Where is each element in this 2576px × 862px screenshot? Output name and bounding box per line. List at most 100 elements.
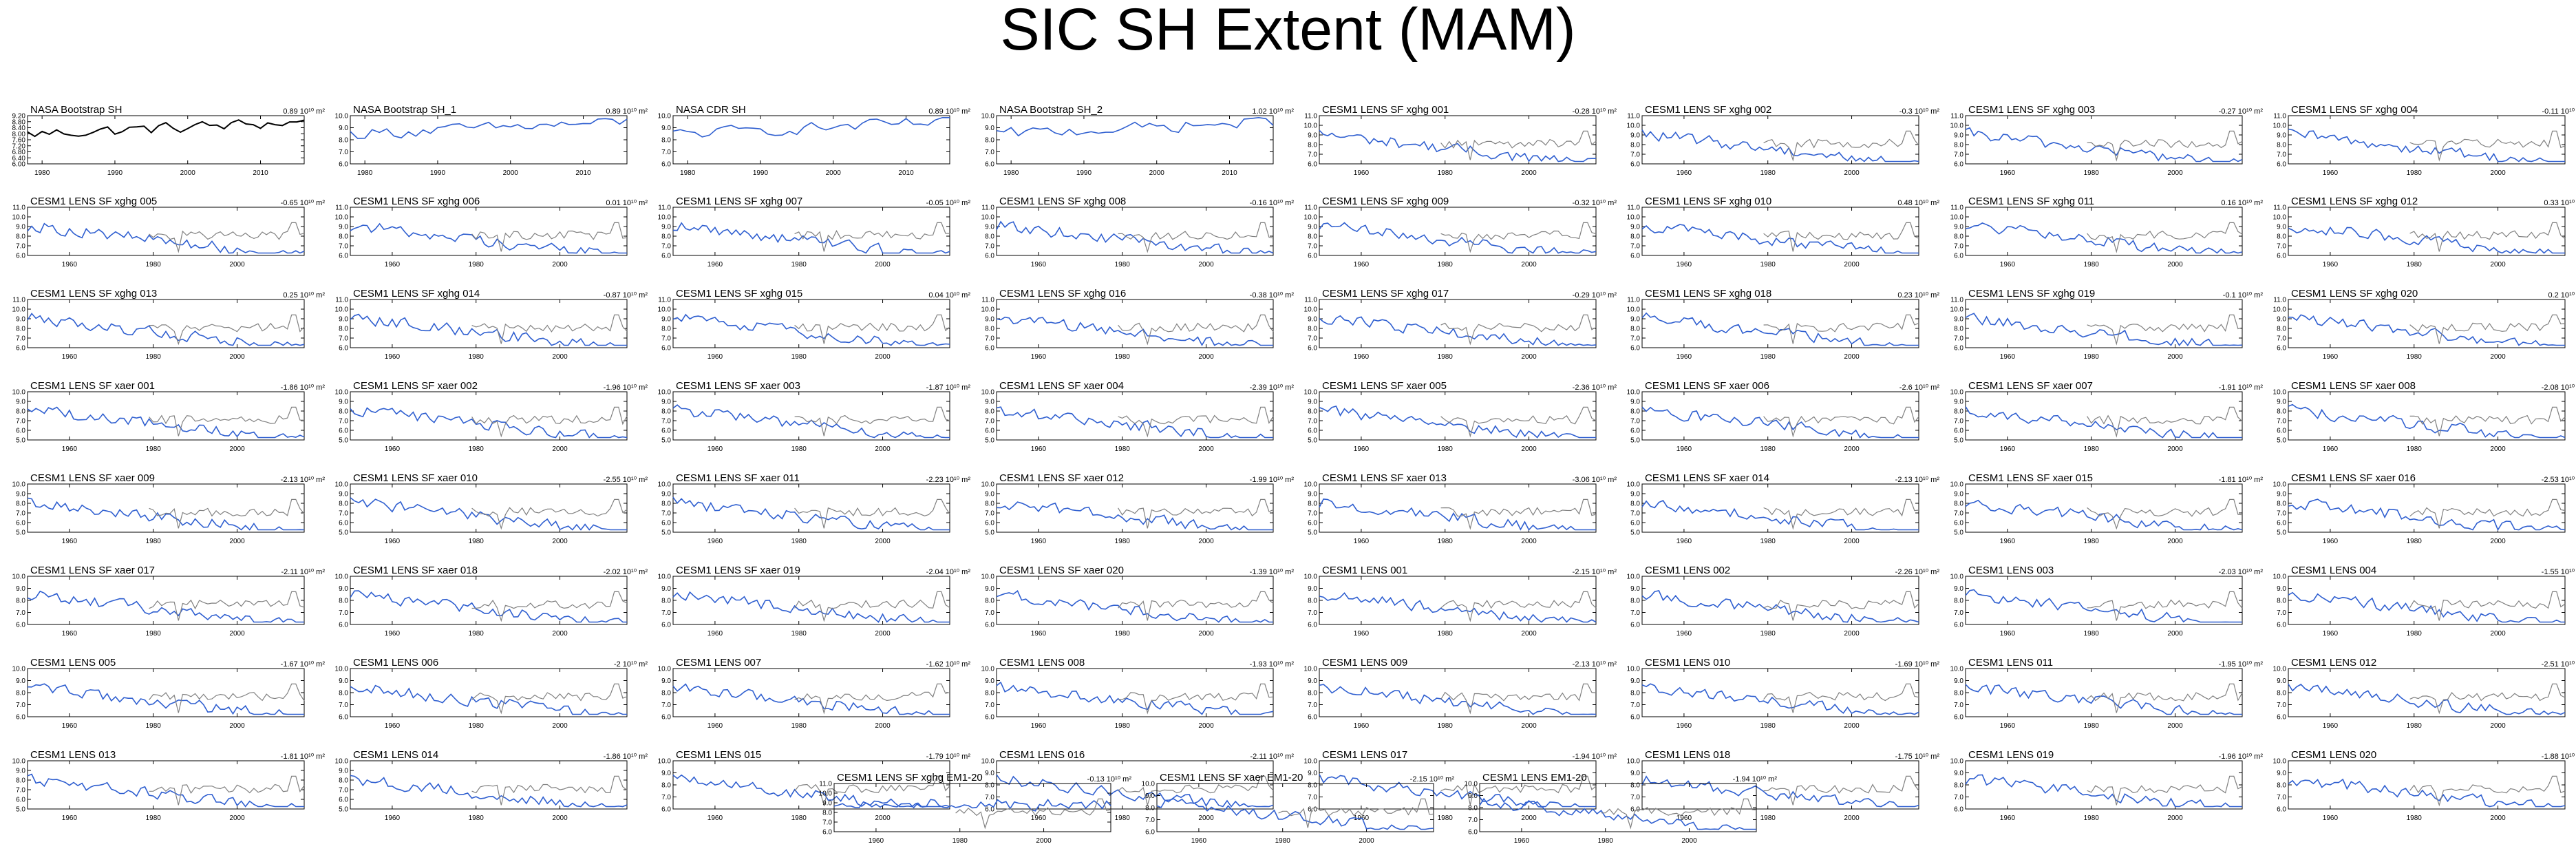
panel-title: CESM1 LENS SF xaer 014 bbox=[1645, 472, 1769, 484]
y-tick-label: 7.0 bbox=[985, 418, 994, 425]
chart-panel: CESM1 LENS 018 -1.75 10¹⁰ m² 6.0 7.0 8.0 9.0 1… bbox=[1627, 750, 1945, 826]
series-line bbox=[1319, 774, 1596, 808]
panel-plot: 6.0 7.0 8.0 9.0 10.0 1960 1980 2000 bbox=[1950, 574, 2243, 638]
observed-overlay-line bbox=[2409, 130, 2566, 162]
y-tick-label: 8.0 bbox=[1468, 805, 1478, 812]
y-tick-label: 8.0 bbox=[2277, 408, 2286, 416]
x-tick-label: 2000 bbox=[1844, 722, 1860, 730]
y-tick-label: 10.0 bbox=[1950, 389, 1964, 397]
y-tick-label: 8.0 bbox=[2277, 690, 2286, 697]
panel-plot: 6.0 7.0 8.0 9.0 10.0 11.0 1960 1980 2000 bbox=[2273, 113, 2566, 177]
plot-frame bbox=[1641, 483, 1919, 533]
x-tick-label: 2000 bbox=[1844, 261, 1860, 269]
series-line bbox=[1641, 683, 1919, 715]
x-tick-label: 2000 bbox=[2490, 169, 2506, 177]
panel-trend: -0.28 10¹⁰ m² bbox=[1572, 107, 1617, 116]
observed-overlay-line bbox=[149, 683, 305, 713]
y-tick-label: 9.0 bbox=[1630, 491, 1640, 498]
y-tick-label: 10.0 bbox=[658, 481, 672, 489]
y-tick-label: 7.20 bbox=[12, 143, 26, 150]
panel-trend: 0.89 10¹⁰ m² bbox=[606, 107, 648, 116]
y-tick-label: 6.0 bbox=[1954, 253, 1963, 260]
y-tick-label: 7.0 bbox=[339, 149, 348, 156]
panel-trend: -1.86 10¹⁰ m² bbox=[280, 383, 325, 392]
x-tick-label: 1960 bbox=[2000, 261, 2016, 269]
chart-panel: CESM1 LENS 020 -1.88 10¹⁰ m² 6.0 7.0 8.0 9.0 1… bbox=[2273, 750, 2576, 826]
panel-trend: -1.93 10¹⁰ m² bbox=[1249, 660, 1294, 669]
plot-frame bbox=[672, 483, 950, 533]
series-line bbox=[27, 406, 305, 439]
panel-plot: 6.0 7.0 8.0 9.0 10.0 11.0 1960 1980 2000 bbox=[1950, 204, 2243, 269]
panel-title: CESM1 LENS SF xghg 020 bbox=[2291, 288, 2418, 299]
chart-panel: CESM1 LENS 015 -1.79 10¹⁰ m² 6.0 7.0 8.0 9.0 1… bbox=[658, 750, 976, 826]
y-tick-label: 8.0 bbox=[16, 408, 25, 416]
chart-panel: CESM1 LENS SF xaer 006 -2.6 10¹⁰ m² 5.0 6.0… bbox=[1627, 381, 1945, 456]
plot-frame bbox=[2288, 576, 2566, 625]
y-tick-label: 8.0 bbox=[1954, 690, 1963, 697]
x-tick-label: 1980 bbox=[1115, 538, 1131, 545]
chart-panel: NASA Bootstrap SH_1 0.89 10¹⁰ m² 6.0 7.0 8.0… bbox=[335, 105, 653, 180]
panel-plot: 5.0 6.0 7.0 8.0 9.0 10.0 1960 1980 2000 bbox=[1627, 389, 1919, 453]
y-tick-label: 6.0 bbox=[1308, 714, 1317, 722]
y-tick-label: 6.0 bbox=[1308, 161, 1317, 169]
y-tick-label: 5.0 bbox=[2277, 437, 2286, 445]
x-tick-label: 1960 bbox=[385, 630, 401, 638]
y-tick-label: 7.0 bbox=[1308, 609, 1317, 617]
x-tick-label: 1980 bbox=[1760, 169, 1776, 177]
plot-frame bbox=[833, 783, 1111, 832]
y-tick-label: 7.0 bbox=[16, 335, 25, 343]
x-tick-label: 2000 bbox=[2490, 353, 2506, 361]
panel-title: CESM1 LENS SF xaer 016 bbox=[2291, 472, 2416, 484]
y-tick-label: 6.0 bbox=[339, 622, 348, 629]
panel-plot: 5.0 6.0 7.0 8.0 9.0 10.0 1960 1980 2000 bbox=[658, 481, 950, 545]
panel-plot: 6.0 7.0 8.0 9.0 10.0 11.0 1960 1980 2000 bbox=[658, 297, 950, 361]
panel-plot: 5.0 6.0 7.0 8.0 9.0 10.0 1960 1980 2000 bbox=[12, 758, 305, 822]
observed-overlay-line bbox=[2087, 314, 2243, 346]
series-line bbox=[996, 220, 1274, 254]
panel-plot: 6.0 7.0 8.0 9.0 10.0 1980 1990 2000 2010 bbox=[335, 113, 628, 177]
x-tick-label: 1980 bbox=[2407, 169, 2423, 177]
x-tick-label: 2000 bbox=[1521, 445, 1537, 453]
x-tick-label: 1980 bbox=[469, 353, 485, 361]
observed-overlay-line bbox=[1278, 798, 1434, 828]
y-tick-label: 7.0 bbox=[2277, 510, 2286, 518]
chart-panel: CESM1 LENS 013 -1.81 10¹⁰ m² 5.0 6.0 7.0 8.0 9… bbox=[12, 750, 330, 826]
y-tick-label: 10.0 bbox=[1304, 574, 1318, 581]
y-tick-label: 10.0 bbox=[1627, 666, 1641, 673]
plot-frame bbox=[2288, 391, 2566, 441]
series-line bbox=[996, 589, 1273, 623]
y-tick-label: 7.0 bbox=[2277, 794, 2286, 801]
y-tick-label: 5.0 bbox=[985, 437, 994, 445]
x-tick-label: 1990 bbox=[430, 169, 446, 177]
y-tick-label: 6.0 bbox=[661, 253, 671, 260]
observed-overlay-line bbox=[1601, 798, 1757, 830]
y-tick-label: 8.0 bbox=[1308, 326, 1317, 333]
x-tick-label: 1990 bbox=[1076, 169, 1092, 177]
x-tick-label: 1980 bbox=[1760, 814, 1776, 822]
y-tick-label: 10.0 bbox=[12, 758, 26, 766]
x-tick-label: 1980 bbox=[1115, 261, 1131, 269]
x-tick-label: 1960 bbox=[2000, 538, 2016, 545]
y-tick-label: 9.0 bbox=[1630, 224, 1640, 231]
panel-trend: -1.67 10¹⁰ m² bbox=[280, 660, 325, 669]
panel-trend: 0.25 10¹⁰ m² bbox=[283, 291, 325, 299]
panel-trend: -0.27 10¹⁰ m² bbox=[2218, 107, 2263, 116]
x-tick-label: 1960 bbox=[2000, 630, 2016, 638]
x-tick-label: 2000 bbox=[1521, 538, 1537, 545]
x-tick-label: 1960 bbox=[2323, 538, 2339, 545]
series-line bbox=[2288, 226, 2565, 254]
series-line bbox=[1641, 224, 1919, 254]
y-tick-label: 9.0 bbox=[1308, 585, 1317, 593]
panel-plot: 5.0 6.0 7.0 8.0 9.0 10.0 1960 1980 2000 bbox=[2273, 389, 2566, 453]
chart-panel: CESM1 LENS 011 -1.95 10¹⁰ m² 6.0 7.0 8.0 9.0 1… bbox=[1950, 658, 2268, 733]
panel-trend: -2.6 10¹⁰ m² bbox=[1899, 383, 1939, 392]
x-tick-label: 1960 bbox=[62, 445, 78, 453]
series-line bbox=[2288, 128, 2565, 162]
panel-trend: 0.01 10¹⁰ m² bbox=[606, 199, 648, 207]
y-tick-label: 10.0 bbox=[981, 306, 995, 314]
y-tick-label: 8.0 bbox=[1630, 690, 1640, 697]
x-tick-label: 1960 bbox=[385, 814, 401, 822]
y-tick-label: 10.0 bbox=[2273, 214, 2287, 222]
observed-overlay-line bbox=[1763, 314, 1919, 344]
y-tick-label: 6.0 bbox=[2277, 806, 2286, 814]
